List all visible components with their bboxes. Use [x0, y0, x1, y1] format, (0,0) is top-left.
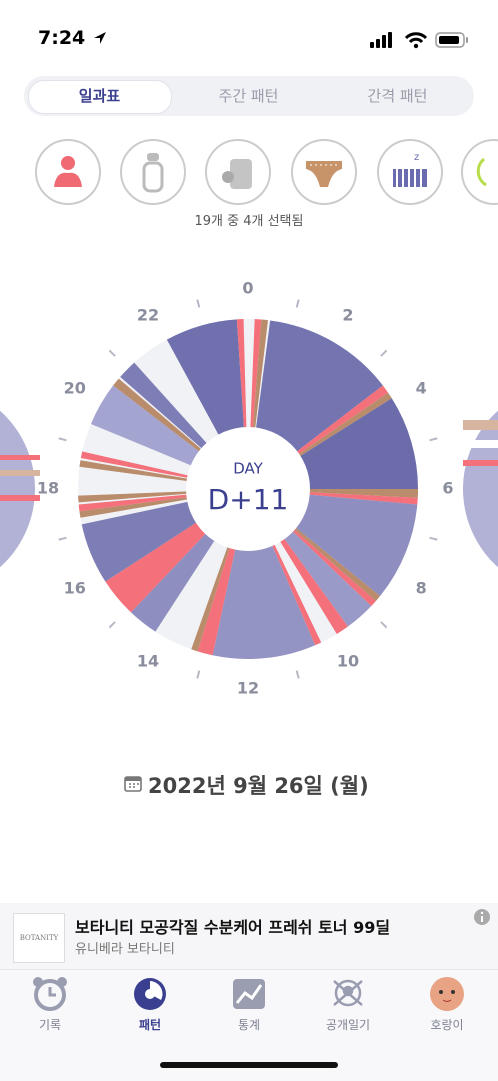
nav-icon-record[interactable]: [33, 977, 67, 1011]
hour-label: 22: [137, 305, 159, 324]
hour-label: 10: [337, 652, 359, 671]
ad-subtitle: 유니베라 보타니티: [75, 942, 175, 957]
hour-tick: [58, 536, 67, 541]
hour-label: 4: [416, 379, 427, 398]
selected-tab-bg: [28, 80, 172, 114]
status-icons: [370, 32, 468, 49]
hour-tick: [108, 621, 116, 629]
hour-tick: [380, 349, 388, 357]
selection-count: 19개 중 4개 선택됨: [194, 214, 304, 229]
nav-label[interactable]: 공개일기: [325, 1018, 371, 1032]
hour-tick: [429, 437, 438, 442]
hour-tick: [196, 299, 201, 308]
hour-label: 2: [342, 305, 353, 324]
status-time: 7:24: [38, 27, 86, 49]
side-clock-left: [0, 410, 40, 568]
tab[interactable]: 주간 패턴: [218, 87, 279, 105]
icon-food[interactable]: [205, 139, 271, 205]
activity-wedge: [212, 489, 316, 659]
hour-label: 14: [137, 652, 159, 671]
ad-banner[interactable]: [0, 903, 498, 969]
tab[interactable]: 간격 패턴: [367, 87, 428, 105]
icon-sleep[interactable]: z: [377, 139, 443, 205]
ad-info[interactable]: [473, 908, 491, 926]
nav-icon-stats[interactable]: [233, 979, 265, 1009]
ad-title[interactable]: 보타니티 모공각질 수분케어 프레쉬 토너 99딜: [75, 918, 391, 937]
date[interactable]: 2022년 9월 26일 (월): [148, 774, 369, 798]
hour-label: 18: [37, 479, 59, 498]
nav-icon-profile[interactable]: [430, 977, 464, 1011]
hour-tick: [295, 299, 300, 308]
activity-icons: z: [35, 139, 498, 205]
nav-label[interactable]: 기록: [38, 1018, 62, 1032]
calendar-icon: [124, 776, 142, 792]
svg-text:z: z: [414, 152, 419, 163]
nav-label[interactable]: 패턴: [138, 1018, 162, 1032]
home-indicator: [160, 1062, 338, 1068]
nav-label[interactable]: 호랑이: [430, 1018, 464, 1032]
day-clock: DAY D+11 0 2 4 6 8 10 12 14 16 18 20 22: [0, 279, 498, 698]
day-count: D+11: [208, 483, 289, 516]
hour-label: 12: [237, 679, 259, 698]
icon-more[interactable]: [461, 139, 498, 205]
hour-tick: [380, 621, 388, 629]
side-clock-right: [463, 410, 498, 568]
hour-label: 16: [64, 579, 86, 598]
hour-tick: [196, 670, 201, 679]
nav-icon-pattern[interactable]: [134, 978, 166, 1010]
icon-bottle[interactable]: [120, 139, 186, 205]
nav-label[interactable]: 통계: [237, 1018, 261, 1032]
tab[interactable]: 일과표: [78, 87, 121, 105]
hour-label: 6: [442, 479, 453, 498]
hour-tick: [295, 670, 300, 679]
icon-diaper[interactable]: [291, 139, 357, 205]
hour-tick: [58, 437, 67, 442]
nav-icon-public[interactable]: [333, 979, 363, 1007]
ad-logo: BOTANITY: [13, 913, 65, 963]
clock-center: [186, 427, 310, 551]
hour-label: 20: [64, 379, 86, 398]
hour-label: 8: [416, 579, 427, 598]
hour-label: 0: [242, 279, 253, 298]
location-icon: [94, 32, 106, 44]
hour-tick: [108, 349, 116, 357]
icon-nursing[interactable]: [35, 139, 101, 205]
center-label: DAY: [233, 460, 263, 478]
nav-icons: [33, 977, 464, 1011]
hour-tick: [429, 536, 438, 541]
